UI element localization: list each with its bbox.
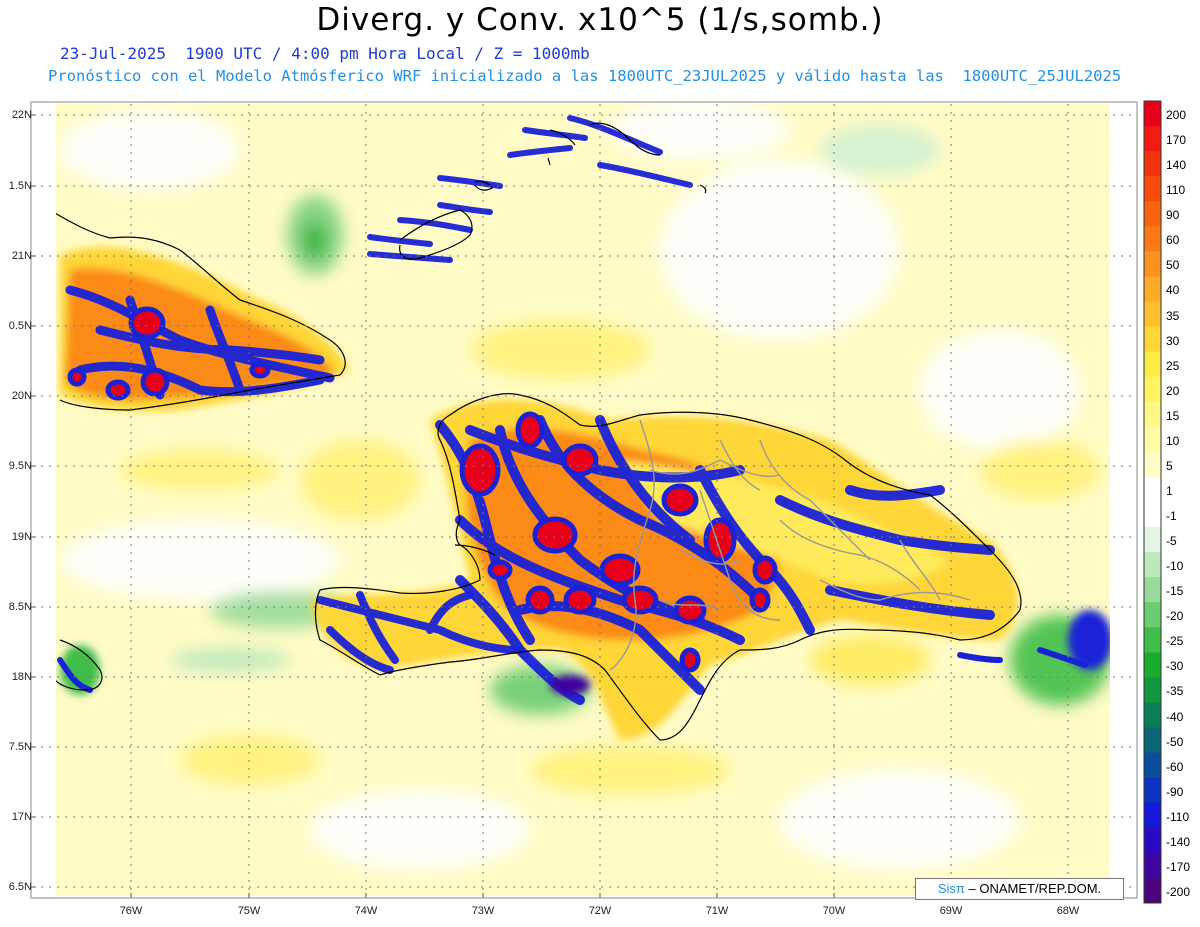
colorbar-label: -60 <box>1166 759 1184 774</box>
lat-label: 7.5N <box>8 741 32 753</box>
lat-label: 19N <box>11 531 32 543</box>
colorbar-label: -50 <box>1166 734 1184 749</box>
colorbar-swatch <box>1144 552 1161 578</box>
colorbar-label: 50 <box>1166 258 1180 273</box>
colorbar-label: 35 <box>1166 308 1180 323</box>
coastlines <box>56 122 1022 741</box>
lon-label: 76W <box>119 905 143 917</box>
lon-label: 74W <box>354 905 378 917</box>
colorbar-label: -90 <box>1166 784 1184 799</box>
colorbar <box>1143 100 1162 904</box>
colorbar-label: -140 <box>1166 834 1191 849</box>
colorbar-label: 40 <box>1166 283 1180 298</box>
model-info-subtitle: Pronóstico con el Modelo Atmósferico WRF… <box>48 67 1122 85</box>
colorbar-label: -35 <box>1166 684 1184 699</box>
colorbar-swatch <box>1144 627 1161 653</box>
colorbar-label: 15 <box>1166 408 1180 423</box>
colorbar-label: -170 <box>1166 859 1191 874</box>
lat-label: 22N <box>11 109 32 121</box>
colorbar-swatch <box>1144 677 1161 703</box>
colorbar-label: -25 <box>1166 634 1184 649</box>
colorbar-swatch <box>1144 777 1161 804</box>
colorbar-swatch <box>1144 126 1161 152</box>
colorbar-swatch <box>1144 877 1161 904</box>
divergence-field <box>56 104 1110 896</box>
credit-text: – ONAMET/REP.DOM. <box>968 881 1102 896</box>
colorbar-swatch <box>1144 527 1161 553</box>
colorbar-label: -1 <box>1166 509 1177 523</box>
colorbar-label: -40 <box>1166 709 1184 724</box>
colorbar-label: 90 <box>1166 208 1180 223</box>
lat-label: 20N <box>11 390 32 402</box>
lon-label: 68W <box>1056 905 1080 917</box>
colorbar-label: -200 <box>1166 884 1191 899</box>
colorbar-swatch <box>1144 702 1161 729</box>
brand-logo-text: Sisπ <box>937 881 965 896</box>
colorbar-label: 170 <box>1166 133 1187 148</box>
colorbar-swatch <box>1144 351 1161 378</box>
lon-label: 70W <box>822 905 846 917</box>
valid-time-subtitle: 23-Jul-2025 1900 UTC / 4:00 pm Hora Loca… <box>60 44 590 63</box>
colorbar-swatch <box>1144 426 1161 453</box>
colorbar-swatch <box>1144 502 1161 528</box>
colorbar-swatch <box>1144 376 1161 403</box>
colorbar-swatch <box>1144 652 1161 678</box>
lon-label: 75W <box>237 905 261 917</box>
colorbar-swatch <box>1144 852 1161 879</box>
colorbar-swatch <box>1144 101 1161 127</box>
colorbar-swatch <box>1144 577 1161 603</box>
colorbar-label: 200 <box>1166 108 1187 122</box>
lon-label: 71W <box>705 905 729 917</box>
colorbar-swatch <box>1144 752 1161 779</box>
colorbar-label: -5 <box>1166 534 1177 549</box>
colorbar-frame <box>1143 100 1162 904</box>
colorbar-swatch <box>1144 326 1161 353</box>
lat-label: 9.5N <box>8 460 32 472</box>
colorbar-swatch <box>1144 451 1161 478</box>
lat-label: 21N <box>11 250 32 262</box>
province-borders <box>609 419 971 671</box>
colorbar-swatch <box>1144 827 1161 854</box>
lat-label: 8.5N <box>8 601 32 613</box>
lon-label: 72W <box>588 905 612 917</box>
colorbar-label: -15 <box>1166 584 1184 599</box>
colorbar-swatch <box>1144 176 1161 202</box>
colorbar-label: 60 <box>1166 233 1180 248</box>
colorbar-swatch <box>1144 201 1161 227</box>
colorbar-label: -20 <box>1166 609 1184 624</box>
lon-label: 69W <box>939 905 963 917</box>
lat-label: 6.5N <box>8 881 32 893</box>
colorbar-swatch <box>1144 301 1161 328</box>
colorbar-swatch <box>1144 251 1161 277</box>
colorbar-label: 5 <box>1166 458 1173 473</box>
colorbar-label: 10 <box>1166 433 1180 448</box>
colorbar-label: -10 <box>1166 559 1184 574</box>
colorbar-swatch <box>1144 151 1161 177</box>
colorbar-swatch <box>1144 727 1161 754</box>
colorbar-label: 110 <box>1166 183 1186 198</box>
colorbar-label: -110 <box>1166 809 1190 824</box>
colorbar-label: -30 <box>1166 659 1184 674</box>
colorbar-swatch <box>1144 401 1161 428</box>
colorbar-swatch <box>1144 276 1161 302</box>
colorbar-label: 1 <box>1166 483 1173 498</box>
lat-label: 1.5N <box>8 180 32 192</box>
lat-label: 17N <box>11 811 32 823</box>
lon-label: 73W <box>471 905 495 917</box>
lat-label: 0.5N <box>8 320 32 332</box>
colorbar-swatch <box>1144 476 1161 503</box>
colorbar-swatch <box>1144 602 1161 628</box>
credit-box: Sisπ – ONAMET/REP.DOM. <box>915 878 1124 900</box>
colorbar-label: 20 <box>1166 383 1180 398</box>
colorbar-label: 30 <box>1166 333 1180 348</box>
lat-label: 18N <box>11 671 32 683</box>
colorbar-swatch <box>1144 226 1161 252</box>
colorbar-label: 140 <box>1166 158 1187 173</box>
colorbar-label: 25 <box>1166 358 1180 373</box>
map-title: Diverg. y Conv. x10^5 (1/s,somb.) <box>316 2 884 38</box>
colorbar-swatch <box>1144 802 1161 829</box>
